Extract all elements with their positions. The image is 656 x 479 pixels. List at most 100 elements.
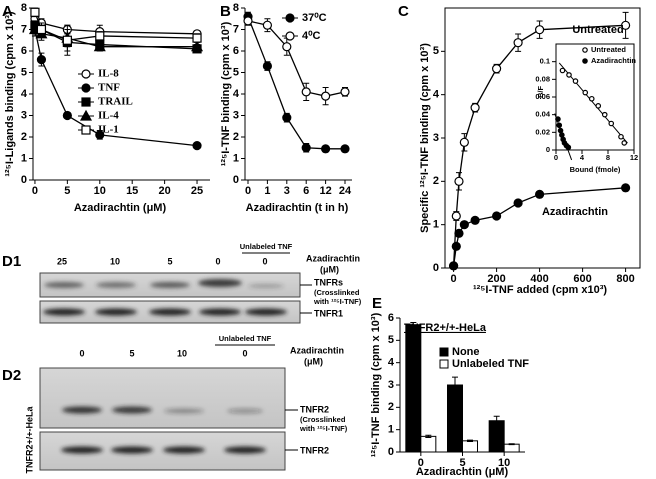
x-tick-label: 8: [606, 153, 610, 162]
marker: [301, 143, 311, 153]
x-tick-label: 3: [284, 185, 290, 197]
marker: [321, 144, 331, 154]
band-note: (Crosslinked: [314, 288, 360, 297]
x-tick-label: 10: [94, 185, 106, 197]
x-axis-label: Bound (fmole): [570, 165, 621, 174]
y-tick-label: 4: [433, 89, 440, 101]
x-tick-label: 0: [32, 185, 38, 197]
bands: [61, 446, 266, 454]
annotation: Azadirachtin: [542, 206, 608, 218]
marker: [595, 103, 602, 109]
x-tick-label: 20: [158, 185, 170, 197]
marker: [81, 125, 91, 135]
x-axis-label: Azadirachtin (μM): [74, 202, 167, 214]
marker: [95, 31, 105, 41]
y-tick-label: 8: [21, 2, 27, 14]
blot-d1: D1 25 10 5 0 0 Unlabeled TNF Azadirachti…: [2, 242, 362, 324]
y-tick-label: 4: [233, 88, 240, 100]
marker: [79, 109, 93, 121]
bar: [462, 440, 478, 453]
marker: [534, 25, 545, 35]
x-tick-label: 200: [487, 273, 505, 285]
bands: [62, 406, 263, 414]
legend-label: IL-8: [98, 68, 119, 80]
y-axis-label: ¹²⁵I-TNF binding (cpm x 10³): [220, 21, 232, 166]
marker: [565, 144, 572, 151]
marker: [285, 31, 295, 41]
x-tick-label: 6: [303, 185, 309, 197]
x-tick-label: 0: [245, 185, 251, 197]
y-tick-label: 0.06: [535, 92, 550, 101]
band-note: with ¹²⁵I-TNF): [313, 297, 362, 306]
y-tick-label: 3: [21, 109, 27, 121]
x-tick-label: 0: [554, 153, 558, 162]
x-tick-label: 25: [191, 185, 203, 197]
lane-label: 5: [167, 256, 172, 266]
band-note: (Crosslinked: [300, 415, 346, 424]
y-tick-label: 1: [433, 219, 439, 231]
y-tick-label: 0: [388, 446, 394, 458]
y-tick-label: 6: [233, 45, 239, 57]
marker: [534, 189, 545, 199]
legend-label: Untreated: [591, 45, 626, 54]
series-line: [247, 20, 346, 97]
marker: [582, 89, 589, 96]
marker: [451, 211, 461, 221]
bar: [503, 443, 520, 453]
error-bar: [467, 439, 473, 443]
y-tick-label: 0.04: [535, 110, 550, 119]
side-label: TNFR2+/+-HeLa: [24, 406, 34, 474]
y-tick-label: 7: [233, 23, 239, 35]
y-tick-label: 0.02: [535, 127, 550, 136]
x-tick-label: 5: [459, 457, 465, 469]
treatment-label: (μM): [304, 356, 323, 366]
y-tick-label: 3: [433, 132, 439, 144]
marker: [340, 87, 350, 97]
error-bar: [410, 321, 417, 328]
marker: [470, 103, 480, 113]
band-label: TNFR2: [300, 445, 329, 455]
y-tick-label: 2: [233, 131, 239, 143]
legend-label: IL-4: [98, 110, 119, 122]
marker: [95, 130, 105, 140]
marker: [81, 83, 91, 93]
marker: [470, 215, 480, 225]
y-tick-label: 6: [388, 312, 394, 324]
marker: [559, 67, 566, 74]
marker: [513, 198, 523, 208]
blot-strip: [39, 367, 286, 429]
y-tick-label: 2: [433, 175, 439, 187]
marker: [559, 132, 565, 138]
panel-letter: D2: [2, 367, 21, 384]
marker: [572, 78, 579, 84]
y-tick-label: 1: [388, 424, 394, 436]
panel-letter: D1: [2, 253, 21, 270]
marker: [454, 176, 464, 186]
legend-label: TNF: [98, 82, 120, 94]
group-label: Unlabeled TNF: [219, 334, 272, 343]
y-tick-label: 1: [21, 152, 27, 164]
marker: [448, 261, 459, 271]
bar: [447, 384, 463, 453]
marker: [588, 95, 595, 102]
marker: [282, 42, 292, 52]
marker: [621, 140, 628, 146]
x-tick-label: 10: [498, 457, 510, 469]
lane-label: 0: [262, 256, 267, 266]
y-tick-label: 3: [233, 109, 239, 121]
error-bar: [425, 434, 432, 438]
treatment-label: (μM): [320, 264, 339, 274]
marker: [557, 127, 564, 134]
error-bar: [493, 415, 500, 426]
band-label: TNFRs: [314, 277, 343, 287]
marker: [454, 228, 464, 238]
lane-label: 0: [79, 348, 84, 358]
marker: [582, 58, 588, 64]
marker: [30, 7, 40, 17]
y-tick-label: 3: [388, 379, 394, 391]
marker: [36, 54, 47, 65]
y-tick-label: 8: [233, 2, 239, 14]
error-bar: [508, 443, 515, 446]
band-label: TNFR2: [300, 404, 329, 414]
marker: [555, 116, 561, 122]
